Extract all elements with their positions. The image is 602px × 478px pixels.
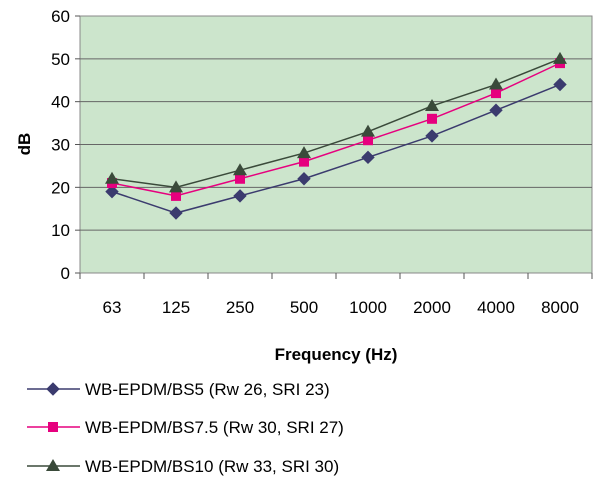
y-tick-label: 20 [51,178,70,197]
legend-marker [48,422,58,432]
series-line [111,58,561,189]
series-3 [105,51,567,193]
gridlines [80,58,592,231]
x-axis-title: Frequency (Hz) [275,345,398,364]
x-tick-label: 63 [103,298,122,317]
legend-marker [46,459,60,471]
x-tick-label: 1000 [349,298,387,317]
data-point [105,184,119,199]
data-point [105,171,119,184]
series-line [111,62,561,197]
x-tick-label: 8000 [541,298,579,317]
data-point [361,150,375,165]
data-point [297,172,311,186]
data-point [171,190,181,201]
data-point [297,146,311,159]
data-point [491,88,501,99]
data-point [425,129,439,143]
data-point [553,51,567,64]
data-point [489,77,503,90]
data-point [427,113,437,124]
y-axis-title: dB [15,133,34,156]
data-point [299,156,309,167]
data-point [553,77,567,92]
legend: WB-EPDM/BS5 (Rw 26, SRI 23) WB-EPDM/BS7.5… [27,380,344,476]
data-point [425,98,439,111]
y-tick-label: 30 [51,136,70,155]
y-tick-label: 50 [51,50,70,69]
series-group [105,51,567,220]
data-point [489,103,503,117]
data-point [233,163,247,176]
series-line [111,83,561,214]
data-point [169,206,183,220]
y-tick-label: 40 [51,93,70,112]
data-point [361,124,375,137]
legend-label: WB-EPDM/BS5 (Rw 26, SRI 23) [85,380,330,399]
series-1 [105,77,567,220]
data-point [235,173,245,184]
x-tick-label: 4000 [477,298,515,317]
x-axis: 63 125 250 500 1000 2000 4000 8000 [79,273,593,317]
data-point [363,135,373,146]
data-point [169,180,183,193]
y-tick-label: 60 [51,7,70,26]
legend-label: WB-EPDM/BS7.5 (Rw 30, SRI 27) [85,418,344,437]
legend-marker [46,382,60,396]
y-axis: 0 10 20 30 40 50 60 [51,7,80,283]
y-tick-label: 10 [51,221,70,240]
x-tick-label: 125 [162,298,190,317]
data-point [233,189,247,203]
legend-entry: WB-EPDM/BS5 (Rw 26, SRI 23) [27,380,330,399]
y-tick-label: 0 [61,264,70,283]
x-tick-label: 2000 [413,298,451,317]
x-tick-label: 250 [226,298,254,317]
legend-entry: WB-EPDM/BS10 (Rw 33, SRI 30) [27,457,339,476]
legend-label: WB-EPDM/BS10 (Rw 33, SRI 30) [85,457,339,476]
x-tick-label: 500 [290,298,318,317]
legend-entry: WB-EPDM/BS7.5 (Rw 30, SRI 27) [27,418,344,437]
